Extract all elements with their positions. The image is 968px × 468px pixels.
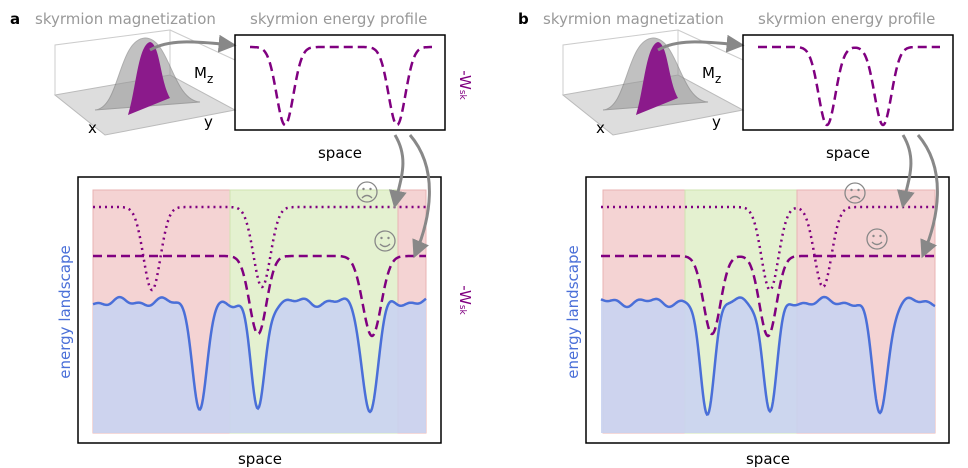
eye	[387, 237, 389, 239]
y-axis: y	[712, 113, 721, 131]
figure: a skyrmion magnetization skyrmion energy p…	[0, 0, 968, 468]
eye	[362, 188, 364, 190]
eye	[369, 188, 371, 190]
arrow	[658, 42, 741, 50]
profile-xlabel: space	[826, 144, 870, 162]
mz-sub: z	[715, 72, 721, 86]
profile-title: skyrmion energy profile	[250, 10, 427, 28]
panel-label: b	[518, 10, 529, 28]
arrow	[150, 42, 233, 50]
landscape-y2label: -Wsk	[456, 285, 474, 315]
mz-sub: z	[207, 72, 213, 86]
landscape-xlabel: space	[238, 450, 282, 468]
profile-ylabel-sub: sk	[457, 90, 467, 101]
y-axis: y	[204, 113, 213, 131]
eye	[872, 235, 874, 237]
landscape-ylabel: energy landscape	[564, 245, 582, 378]
profile-ylabel: -Wsk	[456, 70, 474, 100]
profile-curve	[250, 47, 432, 125]
mz-label: Mz	[702, 64, 721, 86]
profile-box	[235, 35, 445, 130]
panel: b skyrmion magnetization skyrmion energy p…	[518, 10, 968, 468]
panel: a skyrmion magnetization skyrmion energy p…	[10, 10, 474, 468]
eye	[850, 189, 852, 191]
eye	[879, 235, 881, 237]
profile-xlabel: space	[318, 144, 362, 162]
eye	[380, 237, 382, 239]
landscape-xlabel: space	[746, 450, 790, 468]
x-axis: x	[596, 119, 605, 137]
magnetization-title: skyrmion magnetization	[35, 10, 216, 28]
landscape-ylabel: energy landscape	[56, 245, 74, 378]
profile-title: skyrmion energy profile	[758, 10, 935, 28]
landscape-y2label-sub: sk	[457, 305, 467, 316]
profile-ylabel: -Wsk	[964, 70, 968, 100]
magnetization-title: skyrmion magnetization	[543, 10, 724, 28]
profile-curve	[758, 47, 940, 125]
profile-box	[743, 35, 953, 130]
mz-label: Mz	[194, 64, 213, 86]
eye	[857, 189, 859, 191]
x-axis: x	[88, 119, 97, 137]
landscape-y2label: -Wsk	[964, 285, 968, 315]
panel-label: a	[10, 10, 20, 28]
